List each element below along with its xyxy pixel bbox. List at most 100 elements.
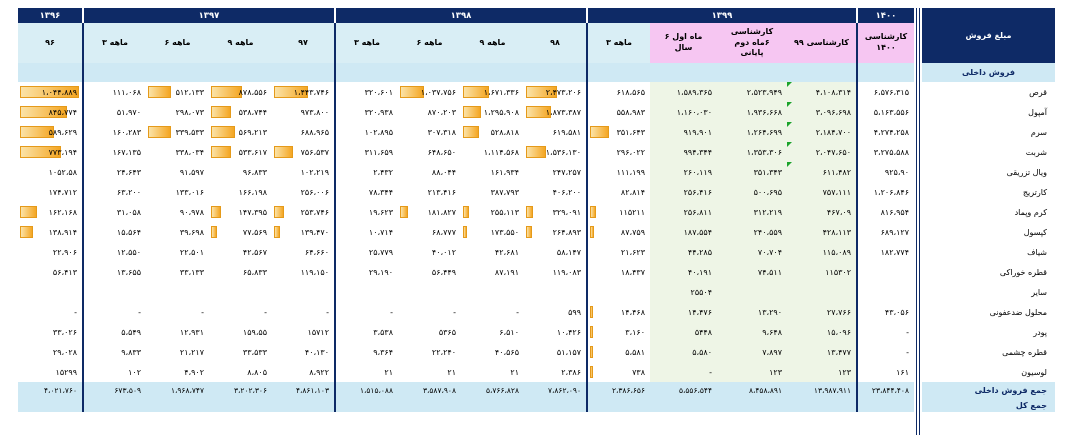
value-cell[interactable]: ۳۸۷،۷۹۳ <box>461 182 524 202</box>
value-cell[interactable]: ۵۸،۱۴۷ <box>524 242 587 262</box>
value-cell[interactable]: ۲۲،۲۴۰ <box>398 342 461 362</box>
value-cell[interactable]: ۲۶۴،۸۹۳ <box>524 222 587 242</box>
value-cell[interactable]: ۲،۱۸۴،۷۰۰ <box>787 122 857 142</box>
value-cell[interactable]: ۱۵۷۱۲ <box>272 322 335 342</box>
value-cell[interactable]: - <box>650 362 717 382</box>
value-cell[interactable]: ۴۰،۱۹۱ <box>650 262 717 282</box>
value-cell[interactable]: - <box>398 302 461 322</box>
total-cell[interactable]: ۳،۲۰۲،۳۰۶ <box>209 382 272 398</box>
value-cell[interactable]: ۱۳،۴۷۷ <box>787 342 857 362</box>
value-cell[interactable]: ۱،۱۶۰،۰۳۰ <box>650 102 717 122</box>
value-cell[interactable]: ۱۸،۴۳۷ <box>586 262 650 282</box>
total-cell[interactable]: ۲۳،۸۴۴،۴۰۸ <box>856 382 914 398</box>
value-cell[interactable]: ۲۵۵۰۴ <box>650 282 717 302</box>
value-cell[interactable]: - <box>209 302 272 322</box>
value-cell[interactable] <box>334 282 398 302</box>
value-cell[interactable]: ۵۰۰،۶۹۵ <box>717 182 787 202</box>
value-cell[interactable]: ۶۸۸،۹۶۵ <box>272 122 335 142</box>
value-cell[interactable]: ۴۲۸،۱۱۳ <box>787 222 857 242</box>
grand-total-cell[interactable] <box>856 398 914 412</box>
value-cell[interactable]: ۱۲،۵۵۰ <box>82 242 146 262</box>
grand-total-cell[interactable] <box>209 398 272 412</box>
value-cell[interactable]: ۹۲۵،۹۰ <box>856 162 914 182</box>
value-cell[interactable]: ۳۳،۱۳۳ <box>146 262 209 282</box>
value-cell[interactable]: ۳۰۷،۳۱۸ <box>398 122 461 142</box>
value-cell[interactable] <box>146 282 209 302</box>
value-cell[interactable]: ۱۶۱ <box>856 362 914 382</box>
grand-total-cell[interactable] <box>461 398 524 412</box>
value-cell[interactable]: ۱۵۲۹۹ <box>18 362 83 382</box>
value-cell[interactable] <box>856 262 914 282</box>
value-cell[interactable]: ۲،۴۷۳،۲۰۶ <box>524 82 587 102</box>
value-cell[interactable]: ۳۲۹،۰۹۱ <box>524 202 587 222</box>
value-cell[interactable]: ۳۱،۰۵۸ <box>82 202 146 222</box>
value-cell[interactable]: - <box>856 322 914 342</box>
value-cell[interactable]: ۲۴،۶۴۳ <box>82 162 146 182</box>
value-cell[interactable]: ۱۸۱،۸۲۷ <box>398 202 461 222</box>
value-cell[interactable]: ۸۷،۷۵۹ <box>586 222 650 242</box>
value-cell[interactable]: ۱۲۳ <box>717 362 787 382</box>
value-cell[interactable]: ۱۶۱،۹۳۴ <box>461 162 524 182</box>
total-cell[interactable]: ۱،۹۶۸،۷۴۷ <box>146 382 209 398</box>
value-cell[interactable]: ۱،۲۰۶،۸۴۶ <box>856 182 914 202</box>
value-cell[interactable]: ۲۹،۰۲۸ <box>18 342 83 362</box>
value-cell[interactable]: ۱۷۳،۵۵۰ <box>461 222 524 242</box>
value-cell[interactable]: ۱۰۲ <box>82 362 146 382</box>
value-cell[interactable]: ۵،۱۶۳،۵۵۶ <box>856 102 914 122</box>
value-cell[interactable]: ۱۶۶،۱۹۸ <box>209 182 272 202</box>
value-cell[interactable]: ۶،۵۷۶،۳۱۵ <box>856 82 914 102</box>
value-cell[interactable]: ۵۶۹،۲۱۳ <box>209 122 272 142</box>
value-cell[interactable]: ۷۵۶،۵۳۷ <box>272 142 335 162</box>
total-cell[interactable]: ۵،۷۶۶،۸۲۸ <box>461 382 524 398</box>
value-cell[interactable] <box>787 282 857 302</box>
value-cell[interactable]: ۲۱،۶۲۳ <box>586 242 650 262</box>
value-cell[interactable]: ۳۵۱،۶۴۳ <box>586 122 650 142</box>
value-cell[interactable]: ۲۹۸،۰۷۳ <box>146 102 209 122</box>
value-cell[interactable]: - <box>82 302 146 322</box>
value-cell[interactable]: ۳۱۲،۲۱۹ <box>717 202 787 222</box>
value-cell[interactable]: ۲،۴۳۲ <box>334 162 398 182</box>
value-cell[interactable]: ۶۵،۸۳۳ <box>209 262 272 282</box>
value-cell[interactable]: ۳۳،۰۲۶ <box>18 322 83 342</box>
value-cell[interactable]: ۱،۵۳۶،۱۳۰ <box>524 142 587 162</box>
value-cell[interactable]: ۸۷،۱۹۱ <box>461 262 524 282</box>
value-cell[interactable]: ۱،۳۵۳،۳۰۶ <box>717 142 787 162</box>
value-cell[interactable]: ۲۱،۲۱۷ <box>146 342 209 362</box>
grand-total-cell[interactable] <box>82 398 146 412</box>
value-cell[interactable]: ۳۲۰،۶۰۱ <box>334 82 398 102</box>
grand-total-cell[interactable] <box>650 398 717 412</box>
value-cell[interactable]: ۱۱۵۳۰۲ <box>787 262 857 282</box>
value-cell[interactable]: ۵۶،۴۴۹ <box>398 262 461 282</box>
value-cell[interactable]: ۱،۸۷۳،۳۸۷ <box>524 102 587 122</box>
value-cell[interactable]: ۴،۱۰۸،۳۱۴ <box>787 82 857 102</box>
value-cell[interactable]: ۹،۳۶۴ <box>334 342 398 362</box>
value-cell[interactable]: ۱۶۷،۱۳۵ <box>82 142 146 162</box>
value-cell[interactable]: ۱،۶۷۱،۳۳۶ <box>461 82 524 102</box>
value-cell[interactable] <box>18 282 83 302</box>
value-cell[interactable]: ۸۸،۰۴۴ <box>398 162 461 182</box>
value-cell[interactable]: ۱۰۵۲،۵۸ <box>18 162 83 182</box>
value-cell[interactable]: ۸۱۶،۹۵۴ <box>856 202 914 222</box>
value-cell[interactable]: ۱۳۳،۰۱۶ <box>146 182 209 202</box>
value-cell[interactable]: ۱۰۲،۸۹۵ <box>334 122 398 142</box>
value-cell[interactable]: ۴۰،۱۳۰ <box>272 342 335 362</box>
value-cell[interactable]: ۲۲،۹۰۶ <box>18 242 83 262</box>
value-cell[interactable]: ۶۸۹،۱۲۷ <box>856 222 914 242</box>
grand-total-cell[interactable] <box>334 398 398 412</box>
value-cell[interactable]: ۲۵۶،۰۰۶ <box>272 182 335 202</box>
value-cell[interactable]: ۲،۳۸۶ <box>524 362 587 382</box>
value-cell[interactable]: ۱۰۲،۲۱۹ <box>272 162 335 182</box>
value-cell[interactable]: ۲۵۳،۷۴۶ <box>272 202 335 222</box>
value-cell[interactable]: ۵۱،۹۷۰ <box>82 102 146 122</box>
value-cell[interactable]: ۱۴۷،۳۹۵ <box>209 202 272 222</box>
value-cell[interactable]: ۱۶۲،۱۶۸ <box>18 202 83 222</box>
grand-total-cell[interactable] <box>146 398 209 412</box>
value-cell[interactable]: ۱۱۱،۰۶۸ <box>82 82 146 102</box>
value-cell[interactable]: ۳۵۱،۳۴۳ <box>717 162 787 182</box>
value-cell[interactable]: ۱۱۹،۰۸۳ <box>524 262 587 282</box>
value-cell[interactable]: ۵۱،۱۵۷ <box>524 342 587 362</box>
value-cell[interactable]: ۹۰،۹۷۸ <box>146 202 209 222</box>
value-cell[interactable]: ۴۰،۰۱۲ <box>398 242 461 262</box>
value-cell[interactable]: ۹۶،۸۳۳ <box>209 162 272 182</box>
value-cell[interactable]: ۱۵،۵۶۴ <box>82 222 146 242</box>
